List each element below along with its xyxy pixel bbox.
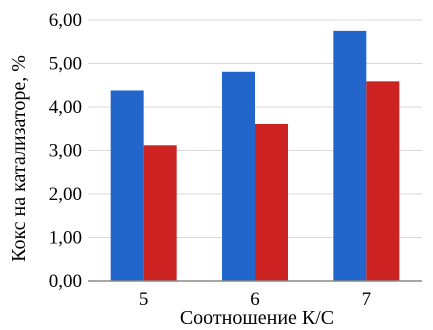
bar <box>366 81 400 282</box>
y-axis-label: Кокс на катализаторе, % <box>8 55 30 262</box>
x-tick-labels: 5 6 7 <box>139 289 371 310</box>
y-tick-label: 1,00 <box>49 228 82 249</box>
bar <box>222 71 255 281</box>
x-tick-label: 5 <box>139 289 149 310</box>
y-tick-label: 0,00 <box>49 271 82 292</box>
y-tick-label: 3,00 <box>49 141 82 162</box>
y-tick-labels: 0,00 1,00 2,00 3,00 4,00 5,00 6,00 <box>49 10 82 292</box>
y-tick-label: 4,00 <box>49 97 82 118</box>
bar <box>110 90 144 281</box>
y-tick-label: 6,00 <box>49 10 82 31</box>
y-tick-label: 5,00 <box>49 54 82 75</box>
x-tick-label: 7 <box>362 289 372 310</box>
x-axis-label: Соотношение К/С <box>180 307 334 329</box>
bar <box>143 145 177 281</box>
bar-groups <box>110 30 400 282</box>
bar <box>255 123 288 281</box>
y-tick-label: 2,00 <box>49 184 82 205</box>
bar <box>333 30 367 281</box>
x-tick-label: 6 <box>250 289 260 310</box>
